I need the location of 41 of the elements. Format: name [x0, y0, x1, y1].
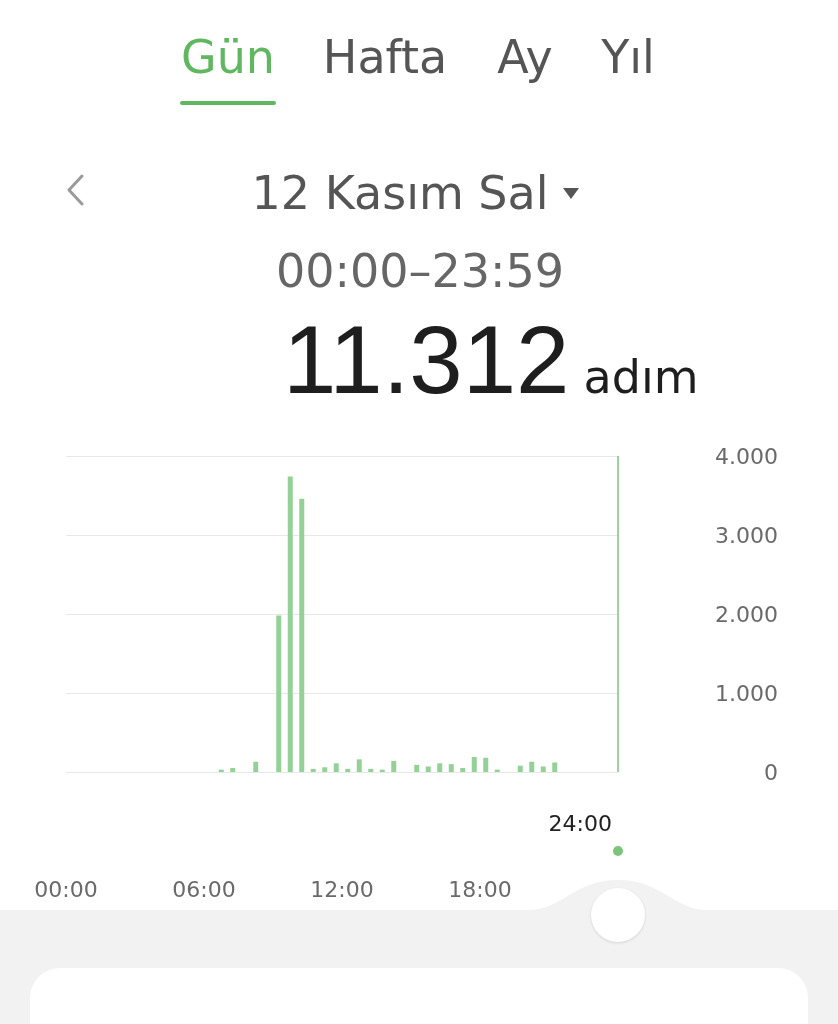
text: Gün	[181, 30, 275, 84]
chart-subtitle: 00:00–23:59	[275, 244, 565, 298]
bar	[345, 768, 351, 772]
bar	[391, 760, 397, 772]
text: Hafta	[322, 30, 448, 84]
bar	[356, 759, 362, 772]
bar	[414, 764, 420, 772]
x-tick-label: 00:00	[34, 876, 98, 902]
y-tick-label: 3.000	[715, 522, 778, 548]
y-tick-label: 0	[764, 759, 778, 785]
bar	[230, 768, 236, 772]
x-tick-label: 18:00	[448, 876, 512, 902]
bar	[310, 768, 316, 772]
bar	[540, 766, 546, 772]
x-tick-label: 12:00	[310, 876, 374, 902]
bar	[437, 763, 443, 772]
bar	[287, 476, 293, 772]
bar	[368, 768, 374, 772]
ref-line-label: 24:00	[548, 810, 612, 836]
bar	[299, 498, 305, 772]
bar	[448, 764, 454, 772]
y-tick-label: 2.000	[715, 601, 778, 627]
text: Yıl	[601, 30, 655, 84]
text: 11.312	[283, 306, 570, 413]
bar	[483, 757, 489, 772]
bar	[529, 761, 535, 772]
bar	[425, 766, 431, 772]
bar	[517, 765, 523, 772]
bar	[552, 762, 558, 772]
bar	[471, 756, 477, 772]
text: adım	[583, 350, 699, 404]
bar	[253, 761, 259, 772]
bar	[460, 768, 466, 772]
text: Ay	[497, 30, 553, 84]
y-tick-label: 4.000	[715, 443, 778, 469]
x-tick-label: 06:00	[172, 876, 236, 902]
y-tick-label: 1.000	[715, 680, 778, 706]
bar	[322, 767, 328, 772]
bar	[276, 615, 282, 772]
bar	[333, 763, 339, 772]
chart-title: 12 Kasım Sal	[251, 166, 549, 220]
